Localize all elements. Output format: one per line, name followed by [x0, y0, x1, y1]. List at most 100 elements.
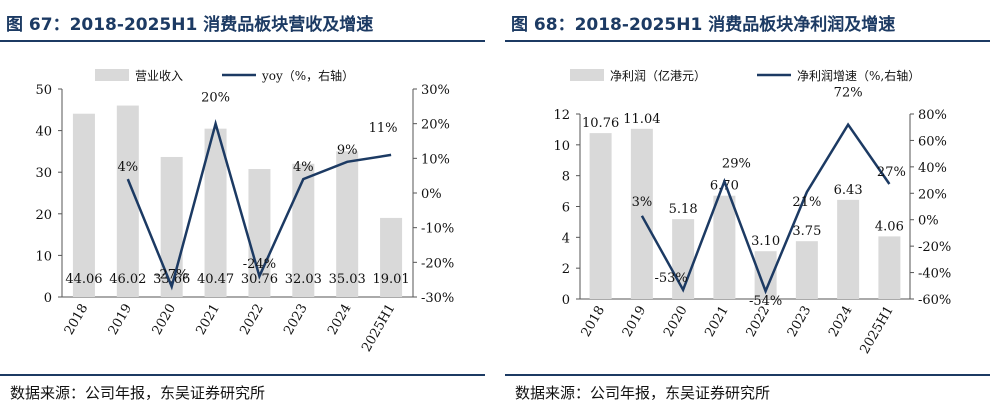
profit-chart: 净利润（亿港元） 净利润增速（%,右轴） 0 2 4 6 8 10 12 -60% -40% -20%… — [553, 68, 951, 357]
y-right-tick-label: 0% — [918, 214, 939, 229]
bar-value-label: 3.75 — [792, 224, 821, 239]
title-rule — [505, 40, 990, 42]
y-right-tick-label: 10% — [421, 152, 450, 167]
y-right-tick-label: 60% — [918, 134, 947, 149]
line-value-label: 9% — [337, 143, 358, 158]
line-value-label: 72% — [834, 86, 863, 101]
line-value-label: 3% — [632, 195, 653, 210]
legend-line-label: yoy（%，右轴） — [261, 68, 354, 83]
bar-2021 — [713, 195, 736, 299]
line-value-label: 29% — [722, 156, 751, 171]
line-value-label: 21% — [792, 195, 821, 210]
y-left-tick-label: 2 — [562, 262, 570, 277]
bar-2025H1 — [380, 217, 403, 297]
bar-value-label: 32.03 — [285, 272, 322, 287]
y-right-tick-label: 40% — [918, 161, 947, 176]
x-tick-label: 2021 — [193, 302, 223, 338]
y-right-tick-label: -30% — [421, 291, 454, 306]
y-left-tick-label: 6 — [562, 201, 570, 216]
bar-value-label: 3.10 — [751, 234, 780, 249]
x-tick-label: 2020 — [661, 304, 691, 340]
bar-value-label: 11.04 — [623, 112, 660, 127]
y-right-tick-label: 30% — [421, 83, 450, 98]
line-value-label: -54% — [749, 294, 782, 309]
bar-value-label: 44.06 — [65, 272, 102, 287]
x-tick-label: 2025H1 — [359, 302, 398, 355]
y-left-tick-label: 10 — [553, 139, 570, 154]
chart-panel-revenue: 图 67：2018-2025H1 消费品板块营收及增速 营业收入 yoy（%，右轴… — [0, 0, 485, 412]
chart-panel-profit: 图 68：2018-2025H1 消费品板块净利润及增速 净利润（亿港元） 净利润… — [505, 0, 990, 412]
title-rule — [0, 40, 485, 42]
y-right-tick-label: 80% — [918, 108, 947, 123]
bar-2018 — [589, 133, 612, 299]
line-value-label: -27% — [155, 268, 188, 283]
bar-value-label: 19.01 — [372, 272, 409, 287]
x-tick-label: 2018 — [579, 304, 609, 340]
line-value-label: 20% — [201, 91, 230, 106]
chart-title: 图 67：2018-2025H1 消费品板块营收及增速 — [6, 15, 374, 35]
bar-2018 — [72, 113, 95, 297]
line-value-label: -24% — [243, 257, 276, 272]
chart-source: 数据来源：公司年报，东吴证券研究所 — [10, 384, 266, 402]
y-right-tick-label: 0% — [421, 187, 442, 202]
y-right-tick-label: 20% — [421, 118, 450, 133]
bar-value-label: 4.06 — [875, 219, 904, 234]
x-tick-label: 2024 — [325, 302, 355, 338]
bar-value-label: 46.02 — [109, 272, 146, 287]
x-tick-label: 2022 — [237, 302, 267, 338]
revenue-chart: 营业收入 yoy（%，右轴） 0 10 20 30 40 50 -30% -20% -10% 0% 10… — [35, 68, 454, 355]
y-right-tick-label: -20% — [918, 240, 951, 255]
x-tick-label: 2021 — [702, 304, 732, 340]
legend-bar-swatch — [570, 69, 604, 81]
y-left-tick-label: 4 — [562, 231, 570, 246]
x-tick-label: 2019 — [106, 302, 136, 338]
legend-line-label: 净利润增速（%,右轴） — [797, 68, 920, 83]
y-left-tick-label: 30 — [35, 166, 52, 181]
bar-2019 — [116, 105, 139, 298]
growth-line — [640, 122, 891, 295]
y-left-tick-label: 12 — [553, 108, 570, 123]
bar-value-label: 6.43 — [834, 183, 863, 198]
bar-value-label: 10.76 — [582, 116, 619, 131]
bar-2023 — [292, 163, 315, 297]
y-left-tick-label: 0 — [44, 291, 52, 306]
x-tick-label: 2019 — [620, 304, 650, 340]
y-left-tick-label: 0 — [562, 293, 570, 308]
y-left-tick-label: 20 — [35, 208, 52, 223]
x-tick-label: 2023 — [281, 302, 311, 338]
line-value-label: 4% — [293, 160, 314, 175]
line-value-label: 27% — [877, 165, 906, 180]
x-tick-label: 2024 — [826, 304, 856, 340]
line-value-label: 4% — [118, 160, 139, 175]
y-right-tick-label: -60% — [918, 293, 951, 308]
chart-source: 数据来源：公司年报，东吴证券研究所 — [515, 384, 771, 402]
x-tick-label: 2025H1 — [857, 304, 896, 357]
bar-2024 — [336, 151, 359, 297]
x-tick-label: 2022 — [744, 304, 774, 340]
source-rule — [0, 374, 485, 376]
x-tick-label: 2023 — [785, 304, 815, 340]
growth-line — [126, 119, 392, 291]
x-tick-label: 2018 — [62, 302, 92, 338]
legend-bar-label: 营业收入 — [135, 69, 183, 83]
y-right-tick-label: 20% — [918, 187, 947, 202]
bar-2025H1 — [878, 236, 901, 299]
bar-2019 — [630, 128, 653, 299]
bar-2023 — [795, 241, 818, 299]
y-left-tick-label: 8 — [562, 170, 570, 185]
bar-2024 — [837, 199, 860, 299]
bar-value-label: 40.47 — [197, 272, 234, 287]
y-left-tick-label: 10 — [35, 249, 52, 264]
bar-2022 — [754, 251, 777, 299]
legend-bar-swatch — [95, 69, 129, 81]
y-right-tick-label: -10% — [421, 222, 454, 237]
y-right-tick-label: -20% — [421, 256, 454, 271]
line-value-label: -53% — [654, 271, 687, 286]
source-rule — [505, 374, 990, 376]
y-right-tick-label: -40% — [918, 267, 951, 282]
bar-value-label: 30.76 — [241, 272, 278, 287]
bar-value-label: 35.03 — [329, 272, 366, 287]
y-left-tick-label: 50 — [35, 83, 52, 98]
bar-value-label: 5.18 — [669, 202, 698, 217]
chart-title: 图 68：2018-2025H1 消费品板块净利润及增速 — [511, 15, 896, 35]
